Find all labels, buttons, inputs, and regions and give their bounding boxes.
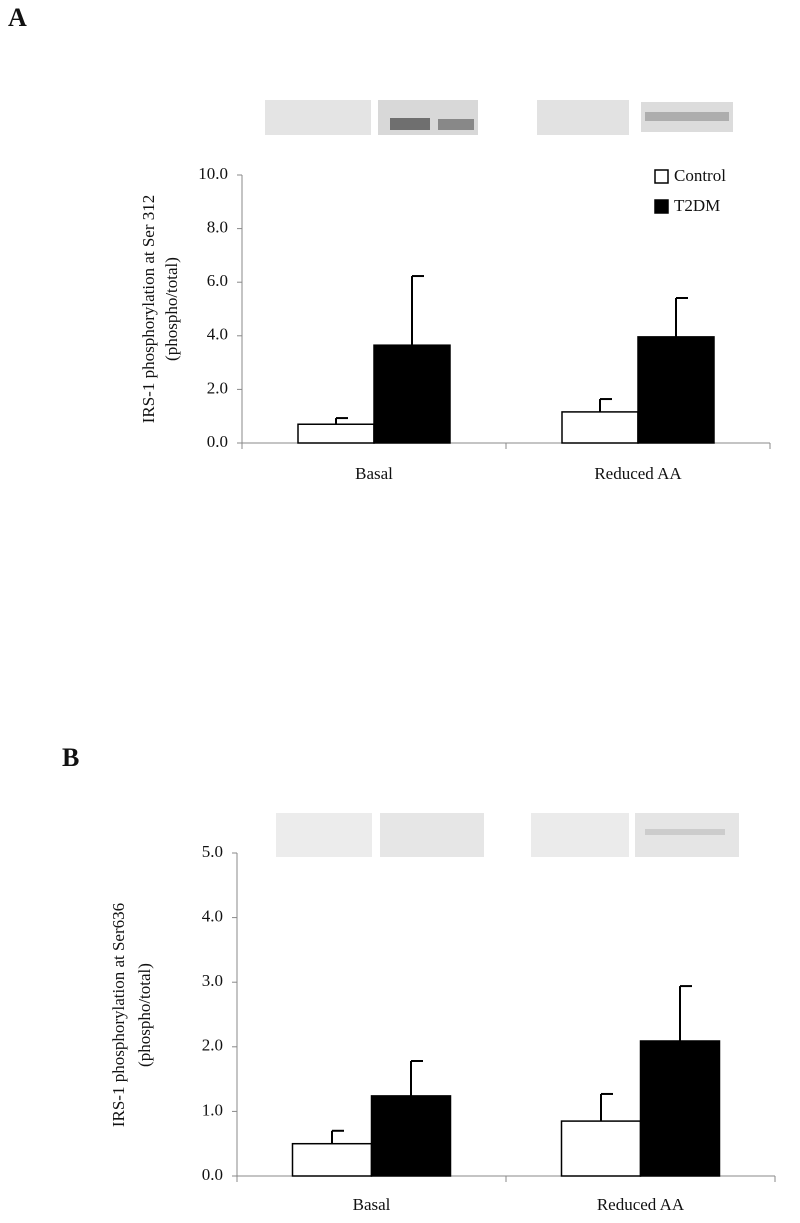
legend-label: T2DM <box>674 196 720 215</box>
y-tick-label: 4.0 <box>202 907 223 926</box>
bar <box>560 1120 642 1177</box>
y-axis-label: (phospho/total) <box>162 257 181 361</box>
panel-label: B <box>62 743 79 772</box>
panel-label: A <box>8 3 27 32</box>
bar <box>297 423 375 444</box>
bar <box>639 1040 721 1177</box>
x-tick-label: Reduced AA <box>594 464 682 483</box>
bar <box>637 336 715 444</box>
y-tick-label: 8.0 <box>207 218 228 237</box>
y-tick-label: 6.0 <box>207 271 228 290</box>
bar <box>561 411 639 444</box>
blot-images-a <box>265 100 733 135</box>
y-tick-label: 0.0 <box>207 432 228 451</box>
y-tick-label: 0.0 <box>202 1165 223 1184</box>
x-tick-label: Basal <box>355 464 393 483</box>
bar <box>373 344 451 444</box>
y-tick-label: 1.0 <box>202 1100 223 1119</box>
y-tick-label: 10.0 <box>198 164 228 183</box>
y-axis-label: (phospho/total) <box>135 963 154 1067</box>
bar <box>370 1095 452 1177</box>
y-tick-label: 5.0 <box>202 842 223 861</box>
legend-swatch <box>654 199 669 214</box>
y-tick-label: 2.0 <box>207 378 228 397</box>
y-tick-label: 2.0 <box>202 1036 223 1055</box>
x-tick-label: Basal <box>353 1195 391 1214</box>
blot-images-b <box>276 813 739 857</box>
x-tick-label: Reduced AA <box>597 1195 685 1214</box>
y-axis-label: IRS-1 phosphorylation at Ser636 <box>109 903 128 1127</box>
legend-label: Control <box>674 166 726 185</box>
y-tick-label: 4.0 <box>207 325 228 344</box>
bar <box>291 1142 373 1177</box>
legend-swatch <box>654 169 669 184</box>
y-tick-label: 3.0 <box>202 971 223 990</box>
y-axis-label: IRS-1 phosphorylation at Ser 312 <box>139 195 158 424</box>
